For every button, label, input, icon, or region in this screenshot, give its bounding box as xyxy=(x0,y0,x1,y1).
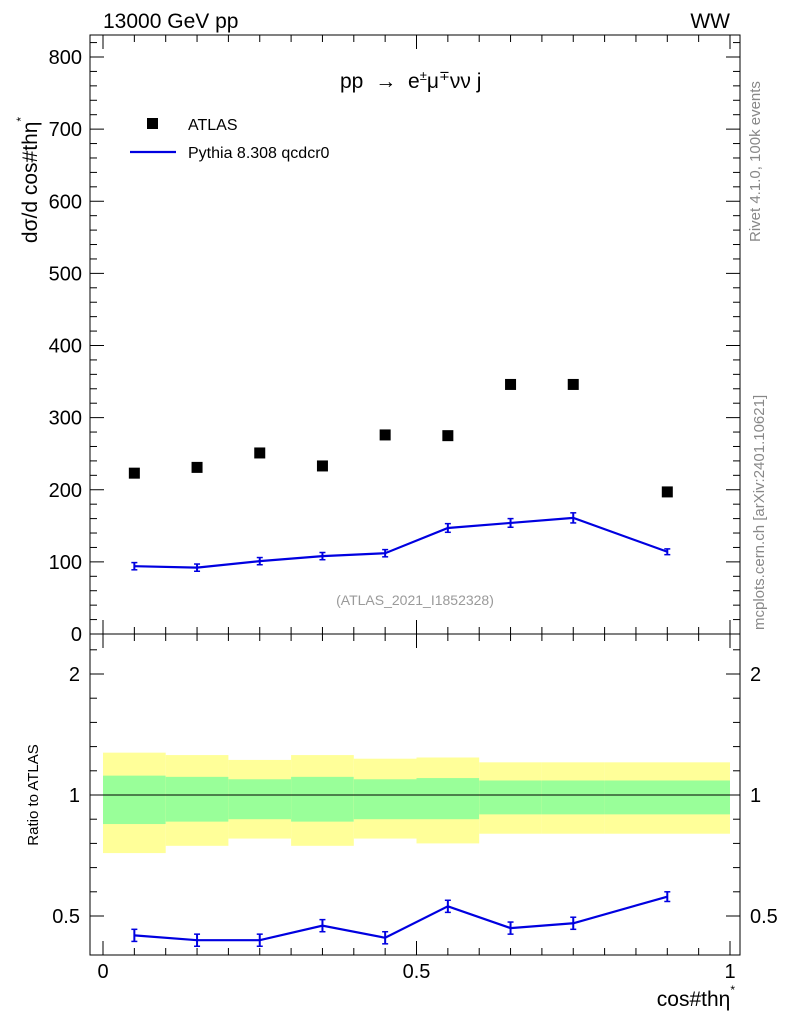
legend-data-label: ATLAS xyxy=(188,117,238,134)
main-y-axis: 0 100 200 300 400 500 600 700 800 xyxy=(49,35,740,646)
data-point xyxy=(661,486,673,498)
x-axis-label: cos#thη* xyxy=(657,983,736,1011)
main-ytick-label: 800 xyxy=(49,47,82,69)
process-tag: WW xyxy=(690,10,730,33)
analysis-id: (ATLAS_2021_I1852328) xyxy=(336,592,494,608)
data-point xyxy=(316,460,328,472)
main-ytick-label: 300 xyxy=(49,408,82,430)
energy-label: 13000 GeV pp xyxy=(103,10,238,33)
data-point xyxy=(254,447,266,459)
main-ytick-label: 0 xyxy=(71,624,82,646)
band-stat xyxy=(103,775,166,825)
mcplots-label: mcplots.cern.ch [arXiv:2401.10621] xyxy=(751,395,768,630)
ratio-mc-clipped xyxy=(131,891,671,947)
data-point xyxy=(442,430,454,442)
band-stat xyxy=(291,776,354,822)
ratio-uncertainty-bands xyxy=(103,752,730,854)
ratio-mc-series xyxy=(131,891,671,947)
ratio-xtick-label: 0.5 xyxy=(403,961,431,983)
band-stat xyxy=(165,776,229,822)
mc-line xyxy=(134,516,668,569)
ratio-ytick-label-right: 1 xyxy=(750,785,761,807)
ratio-ytick-label: 2 xyxy=(69,664,80,686)
main-ytick-label: 400 xyxy=(49,336,82,358)
main-ytick-label: 200 xyxy=(49,480,82,502)
main-ytick-label: 600 xyxy=(49,191,82,213)
mc-series xyxy=(131,512,671,573)
band-stat xyxy=(416,778,480,820)
main-ytick-label: 700 xyxy=(49,119,82,141)
band-stat xyxy=(353,779,417,820)
main-y-label: dσ/d cos#thη* xyxy=(14,117,42,244)
ratio-xtick-label: 1 xyxy=(724,961,735,983)
data-point xyxy=(191,461,203,473)
legend: ATLAS Pythia 8.308 qcdcr0 xyxy=(130,117,330,162)
band-stat xyxy=(604,780,730,815)
process-title: pp → e±μ∓νν j xyxy=(340,68,481,93)
data-series xyxy=(128,378,673,498)
ratio-ytick-label-right: 0.5 xyxy=(750,906,778,928)
band-stat xyxy=(479,780,542,815)
main-ytick-label: 100 xyxy=(49,552,82,574)
ratio-y-label: Ratio to ATLAS xyxy=(25,744,42,845)
data-point xyxy=(567,378,579,390)
ratio-xtick-label: 0 xyxy=(97,961,108,983)
ratio-axes: 0.5 0.5 1 1 2 2 0 0.5 1 xyxy=(52,634,778,983)
band-stat xyxy=(228,779,292,820)
data-point xyxy=(128,467,140,479)
ratio-mc-line xyxy=(134,895,668,942)
rivet-label: Rivet 4.1.0, 100k events xyxy=(747,81,764,242)
ratio-ytick-label-right: 2 xyxy=(750,664,761,686)
band-stat xyxy=(541,780,605,815)
ratio-ytick-label: 0.5 xyxy=(52,906,80,928)
data-point xyxy=(505,378,517,390)
main-ytick-label: 500 xyxy=(49,263,82,285)
ratio-frame xyxy=(89,633,741,956)
data-point xyxy=(379,429,391,441)
ratio-ytick-label: 1 xyxy=(69,785,80,807)
legend-mc-label: Pythia 8.308 qcdcr0 xyxy=(188,145,330,162)
legend-data-marker xyxy=(147,118,158,129)
